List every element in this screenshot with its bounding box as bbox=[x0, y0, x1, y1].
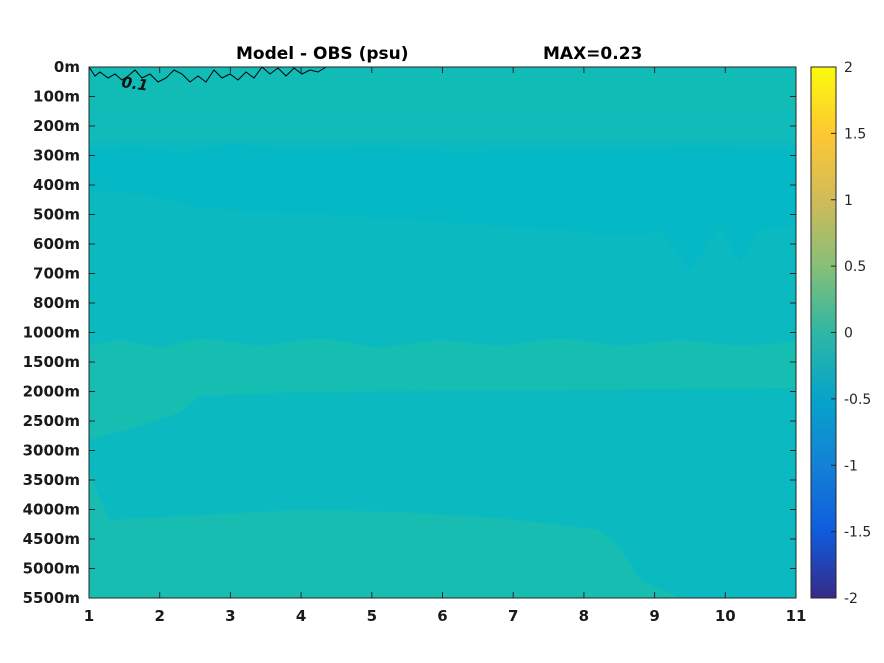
y-tick-label: 2000m bbox=[23, 383, 80, 401]
y-tick-label: 100m bbox=[33, 88, 80, 106]
colorbar-tick-label: -1 bbox=[844, 458, 858, 474]
heatmap-band-negative bbox=[89, 144, 796, 270]
colorbar-tick-label: 2 bbox=[844, 60, 853, 76]
x-tick-label: 9 bbox=[649, 607, 659, 625]
colorbar-tick-label: 0.5 bbox=[844, 259, 866, 275]
y-tick-label: 800m bbox=[33, 294, 80, 312]
heatmap-plot-area bbox=[89, 67, 796, 598]
x-tick-label: 4 bbox=[296, 607, 306, 625]
y-tick-label: 5000m bbox=[23, 560, 80, 578]
y-tick-label: 1500m bbox=[23, 353, 80, 371]
colorbar-tick-label: 0 bbox=[844, 326, 853, 342]
x-tick-label: 10 bbox=[715, 607, 736, 625]
x-tick-label: 7 bbox=[508, 607, 518, 625]
y-tick-label: 3000m bbox=[23, 442, 80, 460]
y-tick-label: 1000m bbox=[23, 324, 80, 342]
y-tick-label: 400m bbox=[33, 176, 80, 194]
colorbar: 2 1.5 1 0.5 0 -0.5 -1 -1.5 -2 bbox=[810, 60, 871, 607]
heatmap-band-upper bbox=[89, 112, 796, 142]
y-tick-label: 0m bbox=[54, 58, 80, 76]
x-tick-label: 3 bbox=[225, 607, 235, 625]
x-tick-label: 6 bbox=[437, 607, 447, 625]
x-tick-label: 1 bbox=[84, 607, 94, 625]
colorbar-tick-label: 1.5 bbox=[844, 126, 866, 142]
y-tick-label: 500m bbox=[33, 206, 80, 224]
y-tick-label: 600m bbox=[33, 235, 80, 253]
y-tick-label: 700m bbox=[33, 265, 80, 283]
x-tick-label: 5 bbox=[367, 607, 377, 625]
heatmap-band-deep bbox=[89, 470, 680, 598]
heatmap-band-mid bbox=[89, 338, 796, 440]
y-tick-label: 4000m bbox=[23, 501, 80, 519]
x-tick-label: 8 bbox=[579, 607, 589, 625]
y-axis: 0m 100m 200m 300m 400m 500m 600m 700m 800m 1000m 1… bbox=[23, 58, 796, 607]
contour-line bbox=[88, 66, 327, 83]
colorbar-tick-label: -2 bbox=[844, 591, 858, 607]
y-tick-label: 300m bbox=[33, 147, 80, 165]
colorbar-tick-label: 1 bbox=[844, 193, 853, 209]
y-tick-label: 5500m bbox=[23, 589, 80, 607]
chart-title: Model - OBS (psu) bbox=[236, 44, 409, 64]
chart-max-label: MAX=0.23 bbox=[543, 44, 642, 64]
colorbar-tick-label: -0.5 bbox=[844, 392, 871, 408]
y-tick-label: 4500m bbox=[23, 530, 80, 548]
contour-label: 0.1 bbox=[120, 73, 149, 95]
colorbar-ticks: 2 1.5 1 0.5 0 -0.5 -1 -1.5 -2 bbox=[831, 60, 871, 607]
colorbar-tick-label: -1.5 bbox=[844, 525, 871, 541]
x-axis: 1 2 3 4 5 6 7 8 9 10 11 bbox=[84, 67, 807, 625]
y-tick-label: 200m bbox=[33, 117, 80, 135]
y-tick-label: 2500m bbox=[23, 412, 80, 430]
heatmap-band-surface bbox=[89, 67, 796, 112]
x-tick-label: 11 bbox=[786, 607, 807, 625]
x-tick-label: 2 bbox=[154, 607, 164, 625]
y-tick-label: 3500m bbox=[23, 471, 80, 489]
